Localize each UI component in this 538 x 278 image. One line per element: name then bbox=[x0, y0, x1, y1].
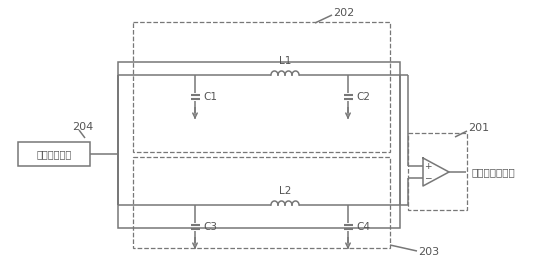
Text: 203: 203 bbox=[418, 247, 439, 257]
Bar bbox=[133, 157, 390, 248]
Text: L2: L2 bbox=[279, 186, 291, 196]
Text: C2: C2 bbox=[356, 92, 370, 102]
Bar bbox=[408, 133, 467, 210]
Text: 手机信号输入端: 手机信号输入端 bbox=[472, 167, 516, 177]
Text: C3: C3 bbox=[203, 222, 217, 232]
Text: 201: 201 bbox=[468, 123, 489, 133]
Text: −: − bbox=[424, 173, 432, 182]
Bar bbox=[118, 62, 400, 228]
Text: 202: 202 bbox=[333, 8, 354, 18]
Bar bbox=[133, 22, 390, 152]
Bar bbox=[18, 142, 90, 166]
Text: 实际手机天线: 实际手机天线 bbox=[37, 149, 72, 159]
Text: C4: C4 bbox=[356, 222, 370, 232]
Text: 204: 204 bbox=[72, 122, 93, 132]
Text: L1: L1 bbox=[279, 56, 291, 66]
Text: C1: C1 bbox=[203, 92, 217, 102]
Text: +: + bbox=[424, 162, 432, 171]
